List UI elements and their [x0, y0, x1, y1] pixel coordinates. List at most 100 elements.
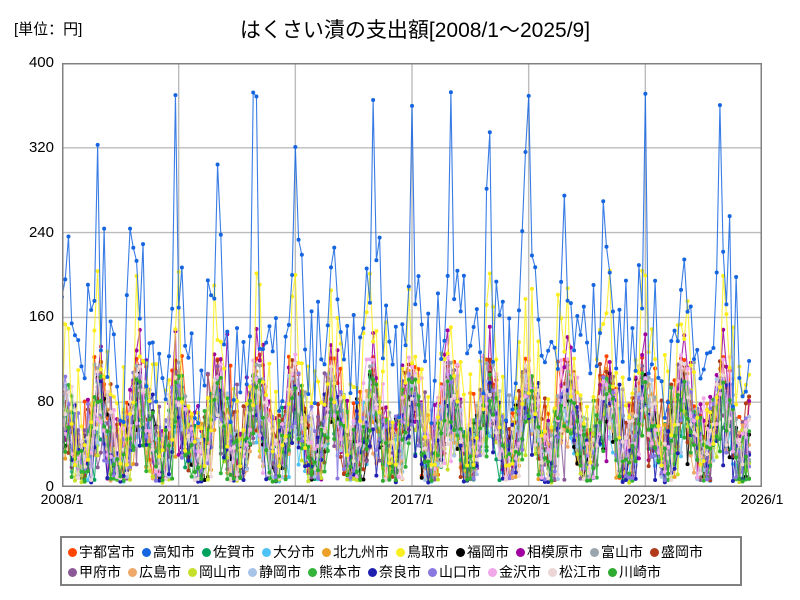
- series-point: [633, 476, 638, 481]
- series-point: [610, 439, 615, 444]
- legend-item[interactable]: 大分市: [262, 542, 315, 562]
- y-axis-tick-label: 80: [37, 393, 54, 411]
- series-point: [163, 428, 168, 433]
- series-point: [730, 404, 735, 409]
- series-point: [390, 420, 395, 425]
- series-point: [299, 438, 304, 443]
- legend-item[interactable]: 相模原市: [516, 542, 583, 562]
- series-point: [529, 253, 534, 258]
- legend-label: 松江市: [559, 564, 601, 580]
- series-point: [202, 408, 207, 413]
- legend-item[interactable]: 佐賀市: [202, 542, 255, 562]
- series-point: [384, 424, 389, 429]
- legend-item[interactable]: 川崎市: [608, 562, 661, 582]
- series-point: [435, 462, 440, 467]
- series-point: [513, 428, 518, 433]
- legend-item[interactable]: 松江市: [548, 562, 601, 582]
- series-point: [105, 421, 110, 426]
- series-point: [144, 442, 149, 447]
- legend-item[interactable]: 金沢市: [488, 562, 541, 582]
- series-point: [384, 417, 389, 422]
- series-point: [546, 348, 551, 353]
- legend-item[interactable]: 鳥取市: [396, 542, 449, 562]
- series-point: [367, 369, 372, 374]
- series-point: [468, 372, 473, 377]
- series-point: [76, 368, 81, 373]
- series-point: [617, 382, 622, 387]
- series-point: [332, 444, 337, 449]
- series-point: [293, 361, 298, 366]
- series-point: [714, 434, 719, 439]
- legend-label: 鳥取市: [407, 544, 449, 560]
- series-point: [63, 322, 68, 327]
- series-point: [397, 415, 402, 420]
- series-point: [737, 480, 742, 485]
- series-point: [244, 436, 249, 441]
- legend-item[interactable]: 福岡市: [456, 542, 509, 562]
- legend-item[interactable]: 盛岡市: [650, 542, 703, 562]
- series-point: [507, 451, 512, 456]
- legend-marker-icon: [368, 567, 377, 577]
- series-point: [270, 449, 275, 454]
- legend-item[interactable]: 宇都宮市: [68, 542, 135, 562]
- series-point: [176, 384, 181, 389]
- series-point: [316, 379, 321, 384]
- legend-item[interactable]: 北九州市: [322, 542, 389, 562]
- series-point: [679, 353, 684, 358]
- series-point: [105, 375, 110, 380]
- series-point: [474, 436, 479, 440]
- legend-item[interactable]: 岡山市: [188, 562, 241, 582]
- legend-item[interactable]: 奈良市: [368, 562, 421, 582]
- series-point: [416, 274, 421, 279]
- legend-item[interactable]: 熊本市: [308, 562, 361, 582]
- series-point: [701, 396, 706, 401]
- legend-item[interactable]: 広島市: [128, 562, 181, 582]
- series-point: [183, 406, 188, 411]
- series-point: [607, 388, 612, 393]
- series-point: [212, 397, 217, 402]
- legend-item[interactable]: 甲府市: [68, 562, 121, 582]
- series-point: [312, 460, 317, 465]
- series-point: [85, 282, 90, 287]
- legend-label: 高知市: [153, 544, 195, 560]
- series-point: [559, 403, 564, 408]
- series-point: [471, 445, 476, 450]
- series-point: [623, 435, 628, 440]
- series-point: [727, 398, 732, 403]
- series-point: [591, 437, 596, 442]
- series-point: [461, 434, 466, 439]
- series-point: [247, 449, 252, 454]
- series-point: [209, 474, 214, 479]
- series-point: [471, 462, 476, 467]
- series-point: [478, 426, 483, 431]
- series-point: [646, 433, 651, 438]
- legend-item[interactable]: 富山市: [590, 542, 643, 562]
- series-point: [319, 427, 324, 432]
- series-point: [562, 385, 567, 390]
- series-point: [231, 476, 236, 481]
- chart-title: はくさい漬の支出額[2008/1〜2025/9]: [239, 19, 591, 42]
- legend-label: 広島市: [139, 564, 181, 580]
- series-point: [264, 400, 269, 405]
- series-point: [578, 471, 583, 476]
- series-point: [380, 369, 385, 374]
- legend-item[interactable]: 静岡市: [248, 562, 301, 582]
- series-point: [338, 454, 343, 459]
- legend-label: 富山市: [601, 544, 643, 560]
- y-axis-tick-label: 320: [28, 138, 54, 156]
- series-point: [662, 441, 667, 446]
- series-point: [141, 411, 146, 416]
- series-point: [646, 375, 651, 380]
- legend-item[interactable]: 山口市: [428, 562, 481, 582]
- series-point: [478, 453, 483, 458]
- series-point: [695, 415, 700, 420]
- series-point: [309, 404, 314, 409]
- series-point: [325, 323, 330, 328]
- series-point: [332, 437, 337, 442]
- series-point: [296, 371, 301, 376]
- series-point: [487, 130, 492, 135]
- legend-item[interactable]: 高知市: [142, 542, 195, 562]
- y-axis-tick-label: 240: [28, 223, 54, 241]
- series-point: [562, 408, 567, 413]
- series-point: [335, 394, 340, 399]
